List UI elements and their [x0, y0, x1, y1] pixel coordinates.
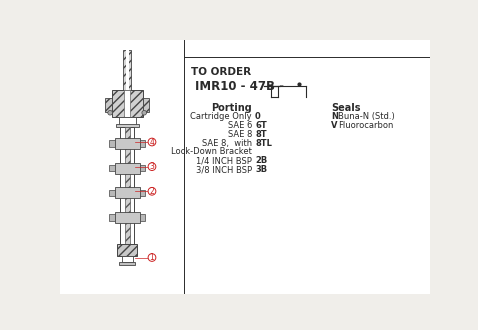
Text: SAE 8,  with: SAE 8, with	[202, 139, 252, 148]
Bar	[140, 190, 145, 196]
Bar	[140, 214, 145, 220]
Bar	[109, 190, 115, 196]
Bar	[120, 127, 134, 244]
Text: 0: 0	[255, 112, 261, 121]
Circle shape	[148, 138, 156, 146]
Circle shape	[148, 163, 156, 171]
Bar	[117, 244, 137, 256]
Bar	[125, 127, 130, 244]
Bar	[115, 212, 140, 223]
Bar	[115, 163, 140, 174]
Text: 1: 1	[150, 253, 154, 262]
Bar	[106, 98, 112, 112]
Bar	[140, 141, 145, 147]
Circle shape	[148, 187, 156, 195]
Text: 3B: 3B	[255, 165, 267, 174]
Circle shape	[148, 254, 156, 261]
Text: 3: 3	[150, 162, 154, 171]
Text: Porting: Porting	[211, 103, 252, 113]
Bar	[109, 214, 115, 220]
Bar	[142, 98, 149, 112]
Text: Seals: Seals	[331, 103, 360, 113]
Bar	[184, 40, 430, 294]
Bar	[126, 50, 129, 90]
Text: SAE 6: SAE 6	[228, 121, 252, 130]
Bar	[140, 165, 145, 171]
Text: 8TL: 8TL	[255, 139, 272, 148]
Text: 2: 2	[150, 187, 154, 196]
Bar	[112, 90, 142, 116]
Bar	[109, 165, 115, 171]
Bar	[116, 124, 139, 127]
Bar	[120, 262, 135, 265]
Text: TO ORDER: TO ORDER	[192, 67, 251, 77]
Text: 8T: 8T	[255, 130, 267, 139]
Bar	[109, 141, 115, 147]
Bar	[123, 50, 131, 90]
Text: Buna-N (Std.): Buna-N (Std.)	[338, 112, 395, 121]
Text: Lock-Down Bracket: Lock-Down Bracket	[171, 148, 252, 156]
Text: V: V	[331, 121, 337, 130]
Bar	[124, 90, 130, 116]
Text: 6T: 6T	[255, 121, 267, 130]
Text: IMR10 - 47B -: IMR10 - 47B -	[196, 81, 284, 93]
Bar	[122, 256, 132, 262]
Text: 4: 4	[150, 138, 154, 147]
Text: 2B: 2B	[255, 156, 267, 165]
Bar	[115, 138, 140, 149]
Text: Fluorocarbon: Fluorocarbon	[338, 121, 393, 130]
Text: 3/8 INCH BSP: 3/8 INCH BSP	[196, 165, 252, 174]
Bar	[115, 187, 140, 198]
Circle shape	[108, 111, 112, 115]
Text: N: N	[331, 112, 338, 121]
Text: SAE 8: SAE 8	[228, 130, 252, 139]
Bar	[119, 116, 136, 126]
Text: 1/4 INCH BSP: 1/4 INCH BSP	[196, 156, 252, 165]
Bar	[60, 40, 184, 294]
Circle shape	[142, 111, 147, 115]
Text: Cartridge Only: Cartridge Only	[190, 112, 252, 121]
